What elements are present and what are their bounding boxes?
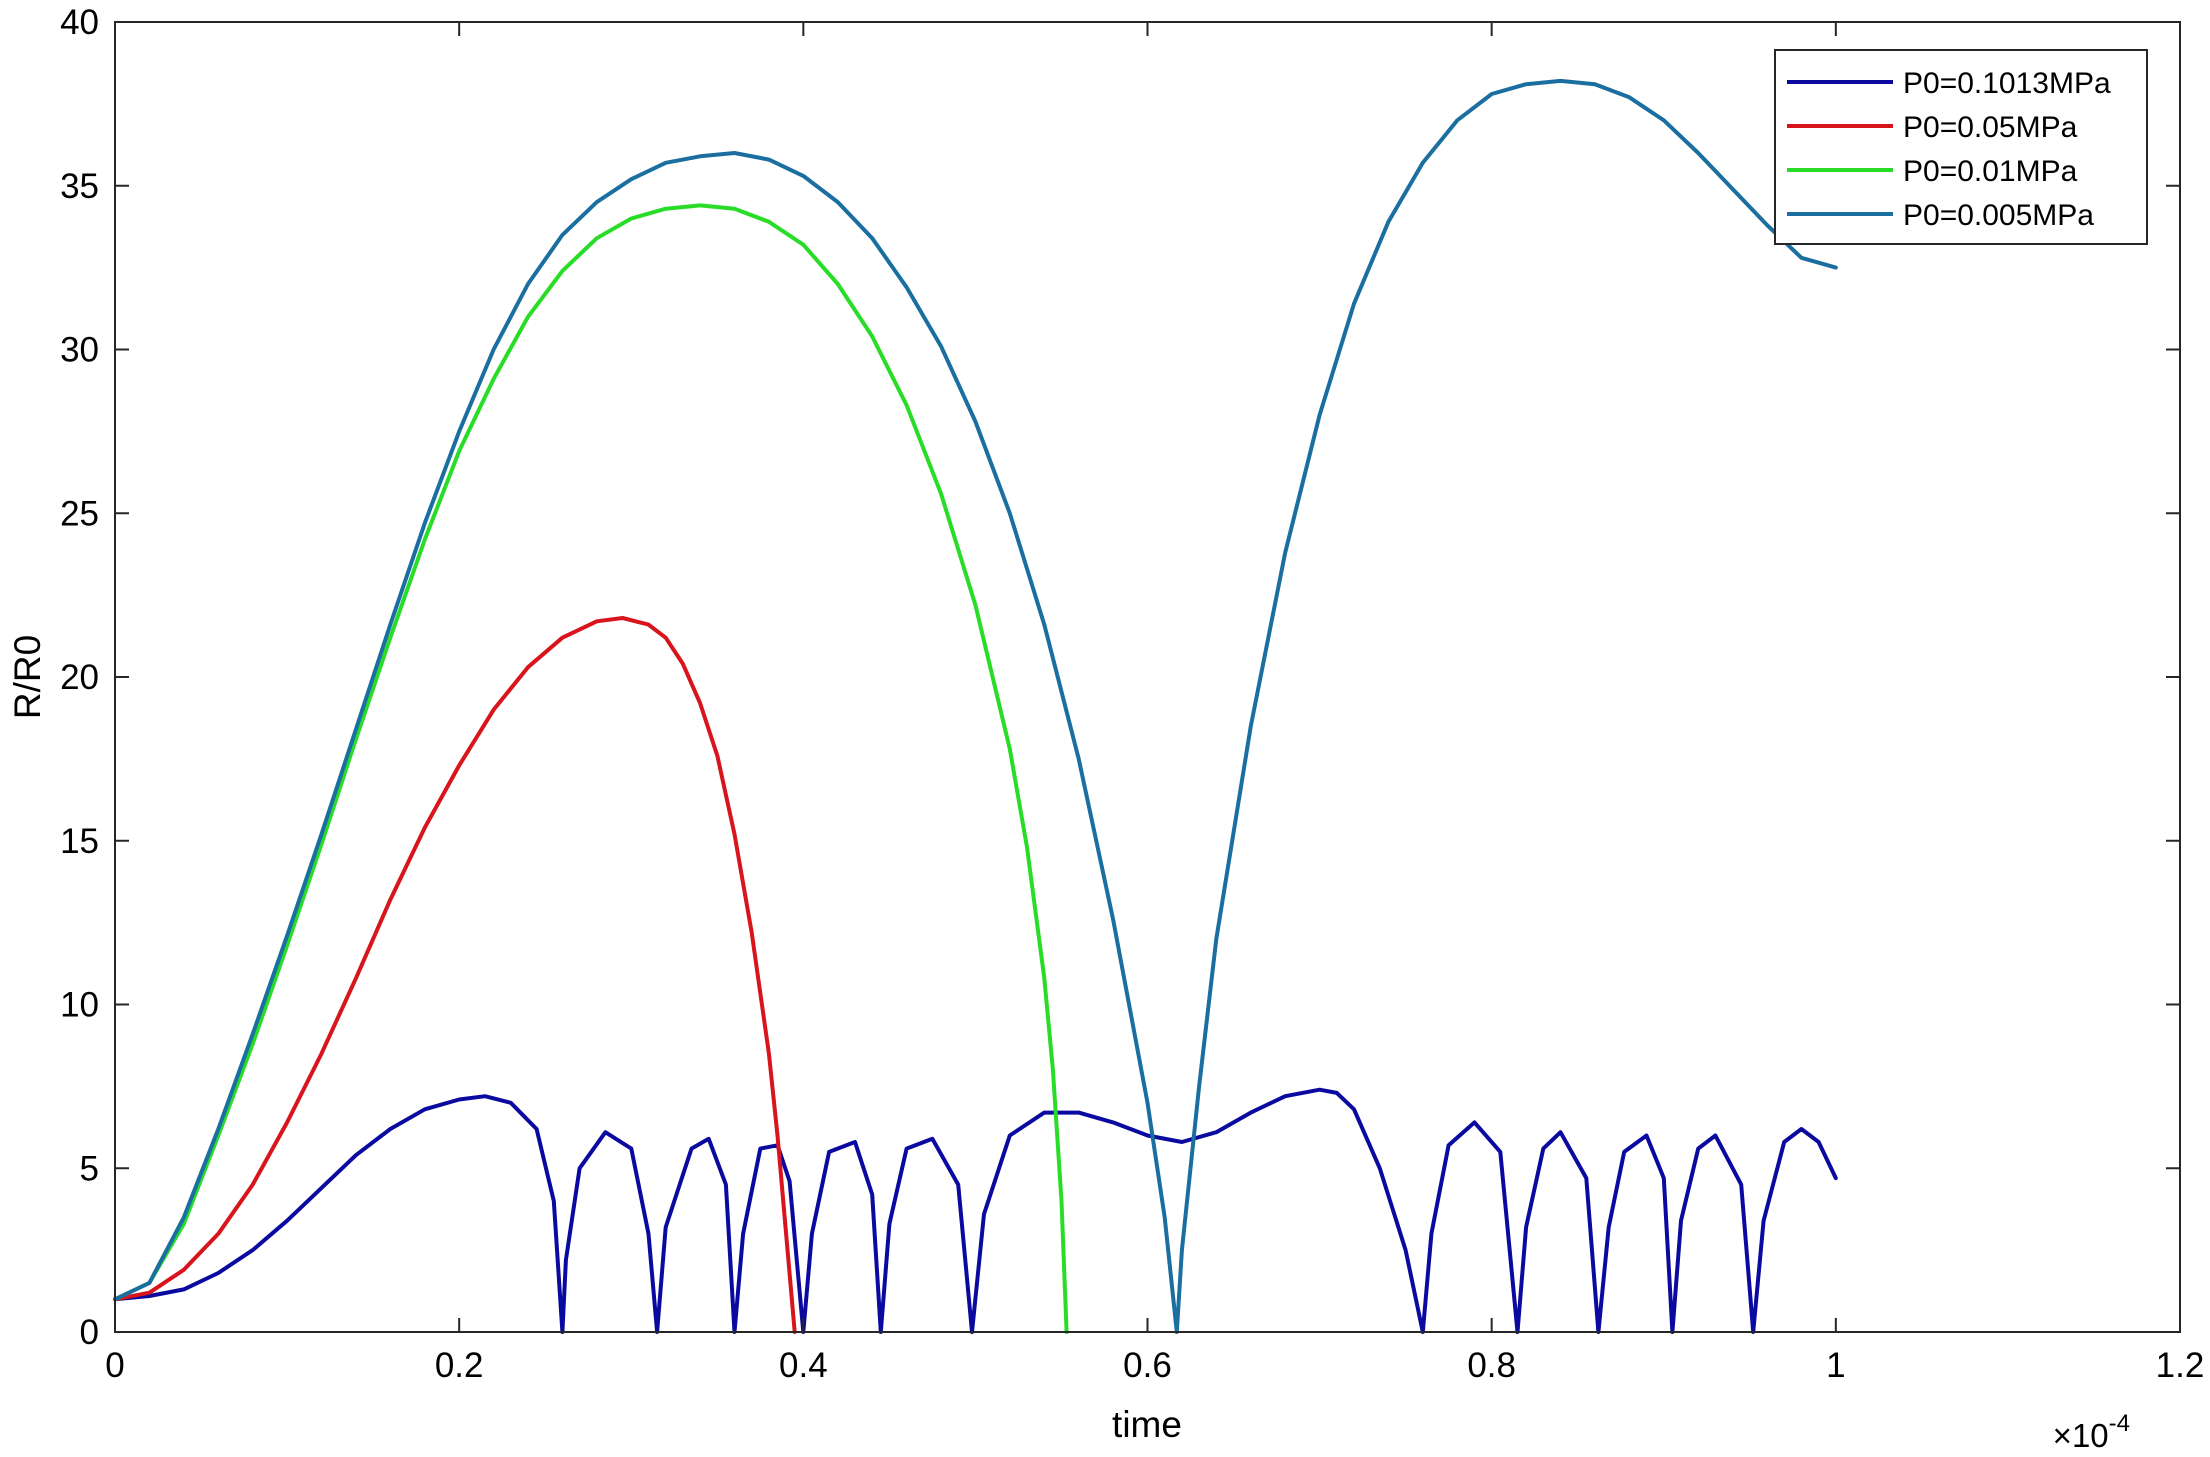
y-tick-label: 10 [60, 986, 99, 1025]
y-tick-label: 35 [60, 167, 99, 206]
x-tick-label: 0.2 [435, 1346, 484, 1385]
y-tick-label: 15 [60, 822, 99, 861]
x-tick-label: 1.2 [2156, 1346, 2205, 1385]
y-tick-label: 20 [60, 658, 99, 697]
y-axis-label: R/R0 [7, 635, 48, 719]
y-tick-label: 30 [60, 331, 99, 370]
legend-label: P0=0.01MPa [1903, 155, 2078, 188]
legend-label: P0=0.005MPa [1903, 199, 2094, 232]
x-tick-label: 0.6 [1123, 1346, 1172, 1385]
x-axis-label: time [1112, 1404, 1182, 1445]
x-tick-label: 1 [1826, 1346, 1845, 1385]
legend-label: P0=0.05MPa [1903, 111, 2078, 144]
x-tick-label: 0.8 [1467, 1346, 1516, 1385]
legend: P0=0.1013MPa P0=0.05MPa P0=0.01MPa P0=0.005… [1774, 49, 2148, 245]
series-line-3 [113, 78, 1838, 1334]
x-axis-multiplier-exponent: -4 [2109, 1410, 2130, 1437]
y-tick-label: 40 [60, 3, 99, 42]
y-tick-label: 5 [80, 1149, 99, 1188]
y-tick-label: 0 [80, 1313, 99, 1352]
series-line-2 [113, 203, 1069, 1334]
y-axis-ticks: 0 5 10 15 20 25 30 35 40 [60, 3, 2180, 1352]
x-axis-multiplier: ×10-4 [2053, 1410, 2130, 1454]
legend-label: P0=0.1013MPa [1903, 67, 2111, 100]
x-axis-ticks: 0 0.2 0.4 0.6 0.8 1 1.2 [105, 22, 2204, 1385]
x-tick-label: 0 [105, 1346, 124, 1385]
y-tick-label: 25 [60, 494, 99, 533]
series-line-1 [113, 616, 797, 1334]
series-layer [113, 78, 1838, 1334]
x-tick-label: 0.4 [779, 1346, 828, 1385]
